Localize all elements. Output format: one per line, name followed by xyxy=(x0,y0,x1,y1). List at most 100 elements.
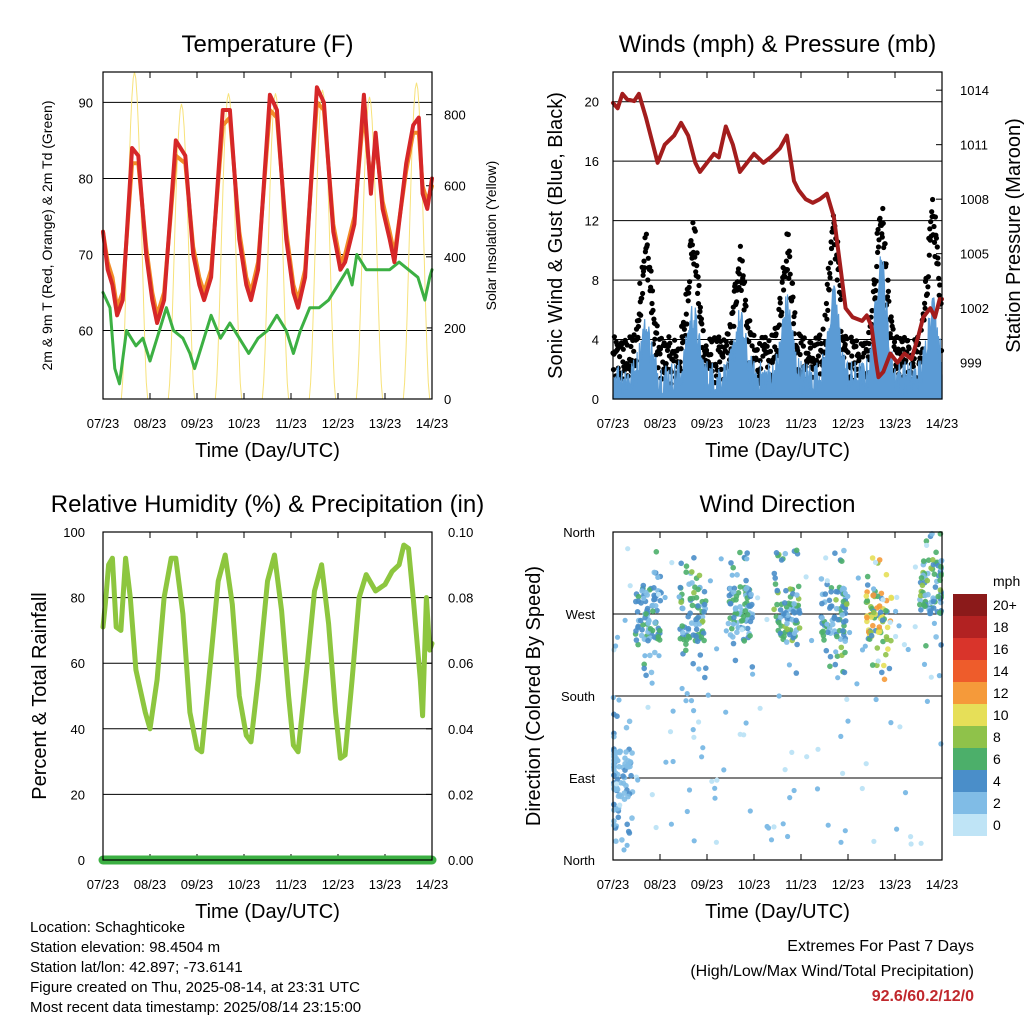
colorbar-label: 16 xyxy=(993,641,1009,657)
direction-point xyxy=(822,591,829,597)
gust-point xyxy=(883,261,889,267)
direction-point xyxy=(696,666,702,672)
direction-point xyxy=(695,603,701,609)
gust-point xyxy=(635,323,642,330)
direction-point xyxy=(918,607,924,613)
y-right-tick-label: 1002 xyxy=(960,301,989,316)
gust-point xyxy=(645,255,651,261)
gust-point xyxy=(824,281,830,287)
direction-point xyxy=(827,605,833,611)
y-right-tick-label: 1005 xyxy=(960,247,989,262)
direction-point xyxy=(873,696,879,703)
direction-point xyxy=(624,821,630,828)
y-right-tick-label: 0.02 xyxy=(448,787,473,802)
gust-point xyxy=(787,271,793,277)
gust-point xyxy=(678,346,684,352)
direction-point xyxy=(683,569,689,575)
direction-point xyxy=(901,642,908,648)
colorbar-swatch xyxy=(953,726,987,748)
direction-point xyxy=(908,834,914,840)
gust-point xyxy=(792,310,798,316)
x-tick-label: 07/23 xyxy=(597,416,630,431)
direction-point xyxy=(738,618,745,624)
x-tick-label: 07/23 xyxy=(87,877,120,892)
gust-point xyxy=(786,275,792,281)
direction-point xyxy=(869,662,876,668)
gust-point xyxy=(925,284,931,290)
direction-point xyxy=(773,550,780,556)
direction-point xyxy=(888,720,894,726)
gust-point xyxy=(930,196,936,203)
direction-point xyxy=(744,556,750,562)
direction-point xyxy=(701,588,708,595)
direction-point xyxy=(827,653,834,660)
gust-point xyxy=(817,332,823,338)
direction-point xyxy=(924,698,931,705)
direction-point xyxy=(652,619,658,626)
direction-point xyxy=(833,597,839,603)
x-tick-label: 12/23 xyxy=(832,877,865,892)
gust-point xyxy=(754,347,760,353)
gust-point xyxy=(935,261,941,267)
direction-point xyxy=(938,741,944,747)
gust-point xyxy=(693,269,699,275)
direction-point xyxy=(777,607,784,613)
direction-point xyxy=(651,634,658,640)
direction-point xyxy=(655,591,662,597)
colorbar-label: 10 xyxy=(993,707,1009,723)
x-tick-label: 14/23 xyxy=(416,416,449,431)
direction-point xyxy=(827,663,833,670)
gust-point xyxy=(697,308,703,315)
direction-point xyxy=(815,746,821,752)
direction-point xyxy=(638,632,645,639)
direction-point xyxy=(612,748,618,755)
direction-point xyxy=(804,754,810,760)
gust-point xyxy=(884,294,891,300)
direction-point xyxy=(743,577,749,584)
direction-point xyxy=(714,646,720,652)
colorbar-swatch xyxy=(953,770,987,792)
direction-point xyxy=(819,615,825,621)
direction-point xyxy=(624,842,630,848)
direction-point xyxy=(925,557,932,563)
panel-title: Winds (mph) & Pressure (mb) xyxy=(619,31,936,58)
gust-point xyxy=(696,282,702,289)
gust-point xyxy=(713,373,720,379)
x-tick-label: 14/23 xyxy=(926,416,959,431)
gust-point xyxy=(738,287,744,293)
y-right-axis-label: Station Pressure (Maroon) xyxy=(1003,118,1024,353)
extremes-subtitle: (High/Low/Max Wind/Total Precipitation) xyxy=(690,963,974,980)
direction-point xyxy=(843,601,850,607)
gust-point xyxy=(684,321,690,327)
direction-point xyxy=(842,828,848,834)
colorbar-label: 6 xyxy=(993,751,1001,767)
direction-point xyxy=(638,600,644,606)
gust-point xyxy=(873,287,879,294)
gust-point xyxy=(781,287,787,293)
direction-point xyxy=(933,549,939,556)
y-tick-label: 60 xyxy=(71,656,85,671)
direction-point xyxy=(809,637,815,644)
direction-point xyxy=(826,597,833,604)
direction-point xyxy=(628,772,634,779)
y-right-tick-label: 0.08 xyxy=(448,591,473,606)
station-info: Location: Schaghticoke Station elevation… xyxy=(30,918,361,1018)
direction-point xyxy=(623,782,629,789)
gust-point xyxy=(757,358,763,364)
gust-point xyxy=(924,291,931,297)
direction-point xyxy=(771,824,777,830)
colorbar-swatch xyxy=(953,616,987,638)
gust-point xyxy=(747,318,753,324)
direction-point xyxy=(611,733,617,740)
direction-point xyxy=(639,627,645,633)
y-axis-label: Sonic Wind & Gust (Blue, Black) xyxy=(545,92,567,379)
direction-point xyxy=(655,633,662,640)
gust-point xyxy=(683,311,689,317)
gust-point xyxy=(917,355,924,361)
gust-point xyxy=(820,326,826,332)
direction-point xyxy=(938,642,944,648)
gust-point xyxy=(667,340,673,346)
y-right-tick-label: 1011 xyxy=(960,138,988,153)
direction-point xyxy=(623,749,629,755)
